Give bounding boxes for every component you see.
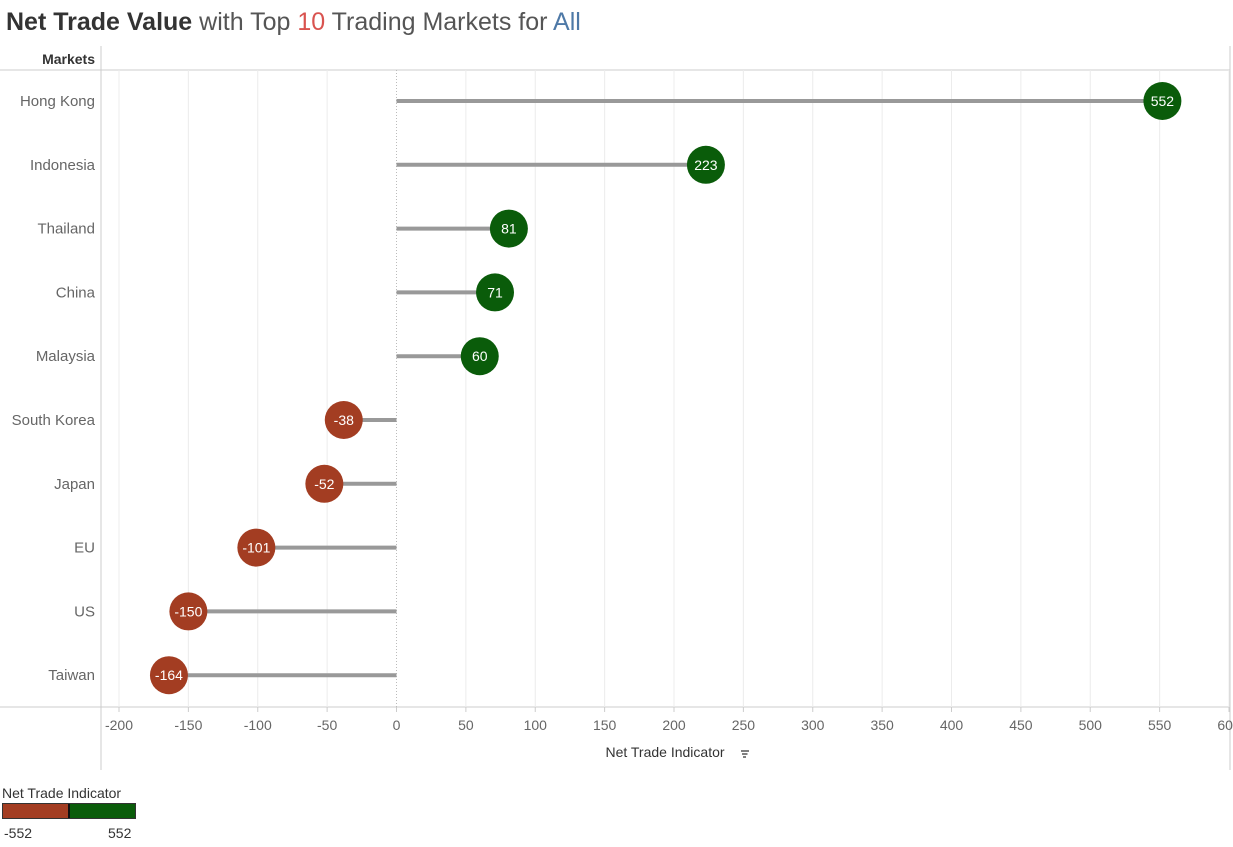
data-label: 223 bbox=[694, 157, 718, 173]
legend-positive-swatch bbox=[70, 804, 135, 818]
x-tick-label: 300 bbox=[801, 717, 825, 733]
data-label: -150 bbox=[174, 603, 202, 619]
legend-midpoint bbox=[68, 804, 70, 818]
lollipop-dot bbox=[237, 528, 276, 567]
lollipop-dot bbox=[686, 145, 725, 184]
x-tick-label: 350 bbox=[870, 717, 894, 733]
x-tick-label: 100 bbox=[524, 717, 548, 733]
title-filter-value[interactable]: All bbox=[553, 8, 581, 36]
x-tick-label: 250 bbox=[732, 717, 756, 733]
title-text-a: with Top bbox=[192, 8, 298, 36]
row-header-label: Markets bbox=[42, 51, 95, 67]
category-label: Indonesia bbox=[30, 157, 96, 174]
data-label: 60 bbox=[472, 348, 488, 364]
lollipop-dot bbox=[476, 273, 515, 312]
lollipop-dot bbox=[1143, 82, 1182, 120]
x-tick-label: 0 bbox=[393, 717, 401, 733]
data-label: 71 bbox=[487, 284, 503, 300]
x-tick-label: 600 bbox=[1217, 717, 1233, 733]
lollipop-dot bbox=[460, 337, 499, 376]
data-label: -101 bbox=[242, 540, 270, 556]
legend-title: Net Trade Indicator bbox=[2, 785, 122, 801]
data-label: 552 bbox=[1151, 93, 1175, 109]
data-label: -38 bbox=[334, 412, 354, 428]
x-tick-label: 400 bbox=[940, 717, 964, 733]
x-tick-label: 550 bbox=[1148, 717, 1172, 733]
x-tick-label: 50 bbox=[458, 717, 474, 733]
x-tick-label: -150 bbox=[174, 717, 202, 733]
category-label: Hong Kong bbox=[20, 93, 95, 110]
title-top-n[interactable]: 10 bbox=[297, 8, 326, 36]
title-metric: Net Trade Value bbox=[6, 8, 193, 36]
chart-title: Net Trade Value with Top 10 Trading Mark… bbox=[6, 8, 581, 37]
legend-min-label: -552 bbox=[4, 825, 33, 841]
x-tick-label: 500 bbox=[1079, 717, 1103, 733]
lollipop-dot bbox=[489, 209, 528, 248]
data-label: -164 bbox=[155, 667, 183, 683]
lollipop-dot bbox=[305, 464, 344, 503]
category-label: Japan bbox=[54, 476, 95, 493]
lollipop-chart: Markets -200 -150 -100 -50 0 50 100 150 200 250 300… bbox=[0, 46, 1233, 770]
category-label: US bbox=[74, 603, 95, 620]
category-label: Thailand bbox=[37, 221, 95, 238]
category-label: EU bbox=[74, 540, 95, 557]
x-tick-label: -50 bbox=[317, 717, 337, 733]
x-tick-label: -100 bbox=[244, 717, 272, 733]
title-text-b: Trading Markets for bbox=[325, 8, 554, 36]
x-tick-label: 200 bbox=[662, 717, 686, 733]
x-tick-label: 450 bbox=[1009, 717, 1033, 733]
category-label: China bbox=[56, 284, 96, 301]
category-label: Taiwan bbox=[48, 667, 95, 684]
legend-color-ramp bbox=[2, 803, 136, 819]
data-label: 81 bbox=[501, 221, 517, 237]
legend-negative-swatch bbox=[3, 804, 68, 818]
x-tick-label: -200 bbox=[105, 717, 133, 733]
category-label: South Korea bbox=[12, 412, 96, 429]
color-legend: Net Trade Indicator -552 552 bbox=[2, 785, 138, 841]
x-tick-label: 150 bbox=[593, 717, 617, 733]
category-label: Malaysia bbox=[36, 348, 96, 365]
x-axis-label: Net Trade Indicator bbox=[605, 744, 724, 760]
lollipop-dot bbox=[149, 656, 188, 695]
data-label: -52 bbox=[314, 476, 334, 492]
lollipop-dot bbox=[324, 401, 363, 439]
lollipop-dot bbox=[169, 592, 208, 631]
legend-max-label: 552 bbox=[108, 825, 132, 841]
